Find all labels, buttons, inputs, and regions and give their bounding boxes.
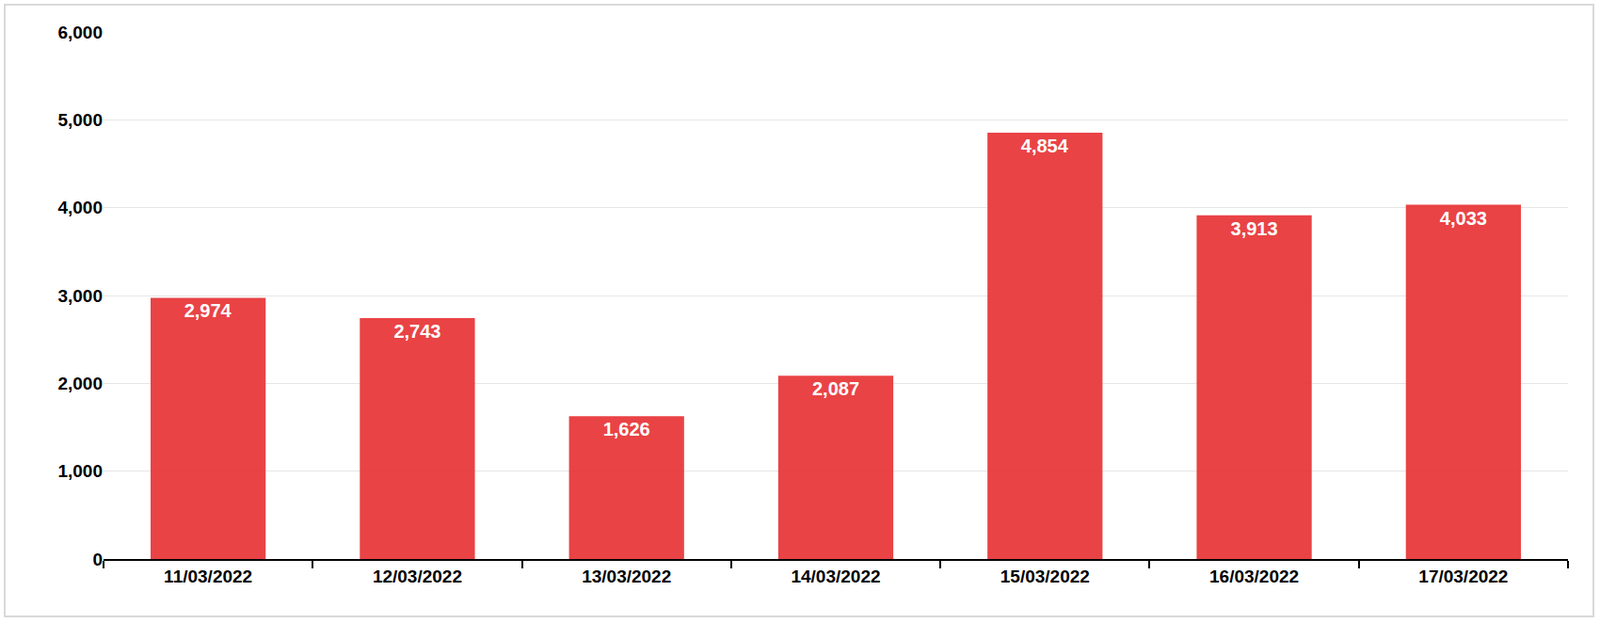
svg-text:14/03/2022: 14/03/2022 (790, 566, 880, 587)
svg-text:4,033: 4,033 (1440, 208, 1488, 229)
svg-text:16/03/2022: 16/03/2022 (1209, 566, 1299, 587)
svg-text:2,743: 2,743 (393, 320, 441, 342)
svg-text:0: 0 (92, 549, 103, 570)
svg-text:11/03/2022: 11/03/2022 (163, 566, 253, 587)
svg-text:4,000: 4,000 (57, 197, 103, 218)
svg-text:2,974: 2,974 (184, 300, 233, 321)
svg-text:1,626: 1,626 (603, 418, 651, 440)
svg-text:4,854: 4,854 (1021, 135, 1070, 157)
svg-text:3,000: 3,000 (57, 286, 103, 306)
svg-text:5,000: 5,000 (57, 110, 103, 130)
svg-text:12/03/2022: 12/03/2022 (372, 566, 463, 587)
svg-text:2,000: 2,000 (57, 373, 103, 394)
svg-text:15/03/2022: 15/03/2022 (1000, 566, 1090, 587)
svg-text:1,000: 1,000 (57, 461, 103, 481)
svg-text:2,087: 2,087 (812, 378, 860, 400)
svg-text:17/03/2022: 17/03/2022 (1418, 566, 1508, 587)
svg-text:13/03/2022: 13/03/2022 (581, 566, 672, 587)
svg-text:6,000: 6,000 (57, 22, 103, 43)
svg-text:3,913: 3,913 (1231, 218, 1279, 240)
